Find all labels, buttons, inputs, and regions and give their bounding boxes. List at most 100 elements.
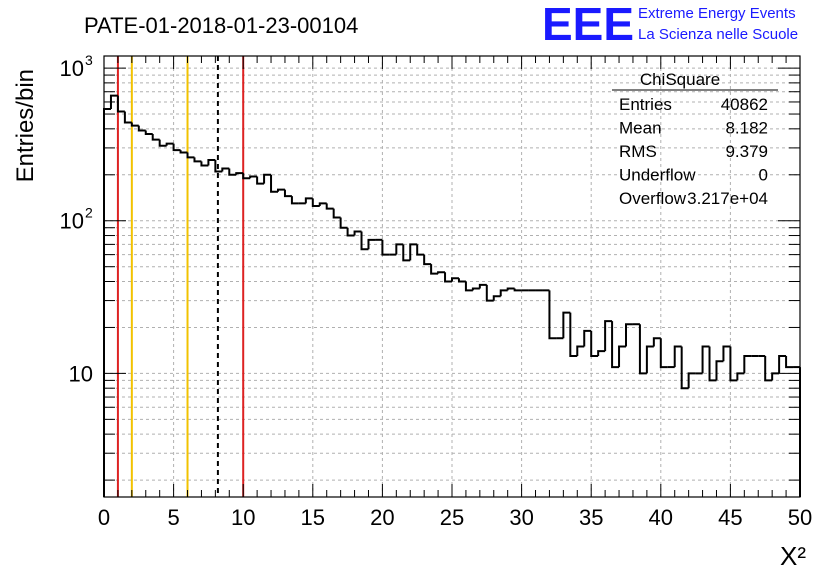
histogram-bin xyxy=(548,290,557,340)
histogram-bin xyxy=(123,111,132,124)
histogram-bin xyxy=(144,130,153,136)
histogram-bin xyxy=(652,337,661,347)
histogram-bin xyxy=(130,122,139,127)
histogram-bin xyxy=(353,230,362,236)
histogram-bin xyxy=(499,289,508,297)
logo-line-2: La Scienza nelle Scuole xyxy=(638,26,798,43)
histogram-bin xyxy=(437,271,446,274)
eee-logo: EEE Extreme Energy Events La Scienza nel… xyxy=(542,0,798,50)
stats-label: Entries xyxy=(619,95,672,114)
histogram-bin xyxy=(416,244,425,256)
histogram-bin xyxy=(569,312,578,358)
histogram-bin xyxy=(235,172,244,175)
histogram-bin xyxy=(708,346,717,382)
histogram-bin xyxy=(109,94,118,109)
histogram-bin xyxy=(304,197,313,204)
histogram-bin xyxy=(179,150,188,154)
histogram-bin xyxy=(597,350,606,357)
histogram-bin xyxy=(332,208,341,219)
histogram-bin xyxy=(381,239,390,256)
stats-value: 40862 xyxy=(721,95,768,114)
histogram-bin xyxy=(242,173,251,180)
y-tick-label: 10 xyxy=(60,56,84,81)
histogram-bin xyxy=(715,360,724,381)
histogram-bin xyxy=(325,203,334,210)
histogram-bin xyxy=(778,355,787,374)
reference-lines xyxy=(116,56,245,497)
histogram-bin xyxy=(423,254,432,266)
histogram-bin xyxy=(151,134,160,141)
histogram-bin xyxy=(186,152,195,159)
histogram-bin xyxy=(659,338,668,369)
x-tick-label: 45 xyxy=(718,505,742,530)
histogram-bin xyxy=(409,243,418,261)
histogram-bin xyxy=(611,321,620,369)
histogram-bin xyxy=(604,320,613,352)
stats-value: 9.379 xyxy=(725,142,768,161)
histogram-bin xyxy=(729,346,738,382)
histogram-bin xyxy=(158,139,167,147)
histogram-bin xyxy=(339,217,348,229)
x-axis-label: X² xyxy=(780,541,806,571)
histogram-bin xyxy=(785,356,794,369)
histogram-bin xyxy=(576,345,585,357)
histogram-bin xyxy=(249,175,258,179)
histogram-bin xyxy=(228,168,237,176)
x-tick-label: 0 xyxy=(98,505,110,530)
histogram-bin xyxy=(165,142,174,146)
histogram-bin xyxy=(562,311,571,339)
histogram-bin xyxy=(485,284,494,302)
histogram-bin xyxy=(263,173,272,184)
y-tick-label: 10 xyxy=(69,361,93,386)
histogram-bin xyxy=(256,176,265,185)
histogram-bin xyxy=(116,95,125,113)
histogram-bin xyxy=(638,324,647,375)
histogram-bin xyxy=(318,202,327,206)
histogram-bin xyxy=(207,158,216,166)
y-axis-label: Entries/bin xyxy=(12,69,39,182)
stats-value: 8.182 xyxy=(725,119,768,138)
x-tick-label: 15 xyxy=(301,505,325,530)
histogram-bin xyxy=(687,372,696,389)
x-tick-label: 50 xyxy=(788,505,812,530)
histogram-bin xyxy=(193,157,202,163)
stats-label: Underflow xyxy=(619,166,696,185)
histogram-bin xyxy=(492,295,501,301)
histogram-bin xyxy=(645,345,654,374)
stats-label: RMS xyxy=(619,142,657,161)
stats-label: Overflow xyxy=(619,189,687,208)
histogram-bin xyxy=(402,244,411,262)
stats-value: 3.217e+04 xyxy=(687,189,768,208)
histogram-bin xyxy=(451,277,459,282)
histogram-bin xyxy=(513,288,522,292)
x-tick-label: 25 xyxy=(440,505,464,530)
histogram-bin xyxy=(172,143,181,152)
histogram-bin xyxy=(457,278,466,283)
grid xyxy=(104,56,800,497)
histogram-bin xyxy=(506,287,515,291)
y-tick-exponent: 2 xyxy=(85,205,93,221)
histogram-bin xyxy=(367,238,376,250)
histogram-bin xyxy=(311,198,320,207)
x-tick-label: 20 xyxy=(370,505,394,530)
logo-mark: EEE xyxy=(542,0,634,50)
x-tick-label: 5 xyxy=(167,505,179,530)
histogram-bin xyxy=(444,272,452,283)
histogram-bin xyxy=(464,281,473,292)
y-tick-label: 10 xyxy=(60,209,84,234)
histogram-bin xyxy=(478,283,487,289)
histogram-bin xyxy=(736,372,745,381)
x-tick-label: 35 xyxy=(579,505,603,530)
histogram-bin xyxy=(360,231,369,251)
chart-title: PATE-01-2018-01-23-00104 xyxy=(84,13,358,38)
histogram-bin xyxy=(701,345,710,374)
x-tick-label: 30 xyxy=(509,505,533,530)
stats-title: ChiSquare xyxy=(640,70,720,89)
histogram-bin xyxy=(673,345,682,368)
histogram-bin xyxy=(625,323,633,347)
stats-box: ChiSquare Entries 40862 Mean 8.182 RMS 9.379 U… xyxy=(612,70,778,208)
histogram-bin xyxy=(221,167,230,172)
histogram-bin xyxy=(270,174,278,193)
